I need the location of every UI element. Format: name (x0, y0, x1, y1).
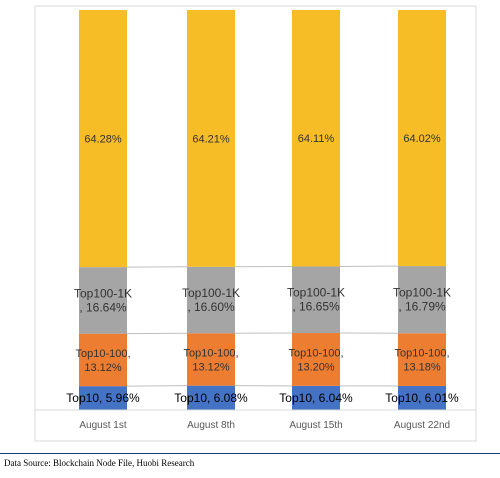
data-label: , 16.65% (292, 300, 340, 314)
x-tick-label: August 1st (79, 420, 126, 431)
data-label: Top10, 5.96% (66, 391, 140, 405)
data-label: 64.21% (192, 133, 230, 145)
data-label: Top10, 6.04% (279, 391, 353, 405)
data-label: Top10, 6.01% (385, 391, 459, 405)
data-label: Top10, 6.08% (174, 391, 248, 405)
data-label: , 16.60% (187, 300, 235, 314)
x-tick-label: August 22nd (394, 420, 450, 431)
data-label: , 16.64% (79, 300, 127, 314)
data-label: Top100-1K (393, 286, 451, 300)
data-label: 64.28% (84, 134, 122, 146)
data-label: Top10-100, (288, 347, 343, 359)
data-label: 13.20% (297, 361, 335, 373)
data-label: 13.12% (192, 361, 230, 373)
footer-rule (0, 453, 500, 454)
data-label: 13.12% (84, 362, 122, 374)
x-tick-label: August 8th (187, 420, 235, 431)
data-label: , 16.79% (398, 300, 446, 314)
data-label: Top10-100, (75, 348, 130, 360)
x-tick-label: August 15th (289, 420, 342, 431)
data-label: Top100-1K (74, 286, 132, 300)
data-label: Top10-100, (183, 347, 238, 359)
data-label: Top100-1K (287, 286, 345, 300)
data-label: Top10-100, (394, 348, 449, 360)
data-label: 64.02% (403, 133, 441, 145)
data-label: 13.18% (403, 362, 441, 374)
data-label: Top100-1K (182, 286, 240, 300)
data-source-note: Data Source: Blockchain Node File, Huobi… (4, 458, 194, 468)
data-label: 64.11% (298, 133, 335, 145)
